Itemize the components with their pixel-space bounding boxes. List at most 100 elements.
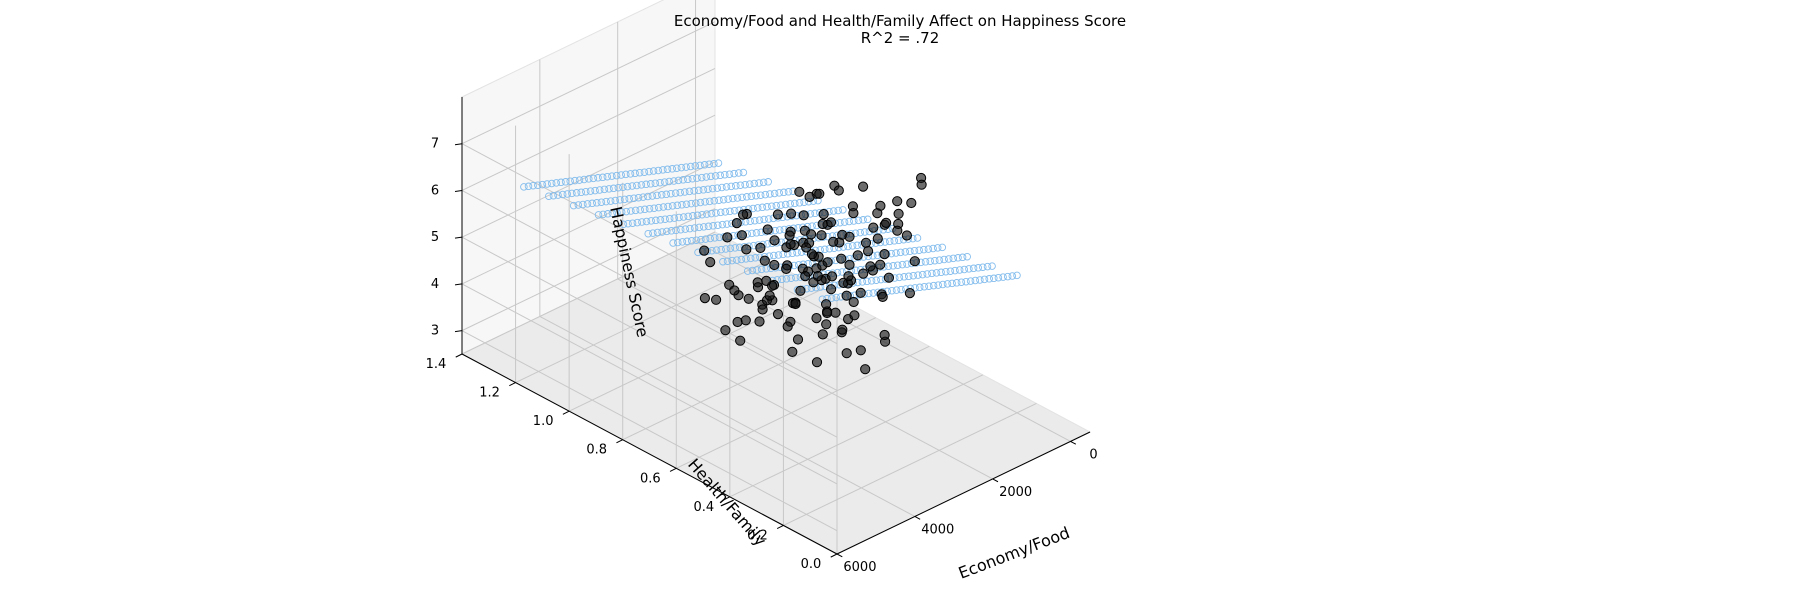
plane-marker [920, 282, 929, 291]
plane-marker [617, 171, 625, 179]
z-tick-label: 4 [431, 277, 439, 292]
plane-marker [958, 253, 967, 262]
plane-marker [933, 244, 942, 252]
plane-marker [637, 181, 646, 189]
plane-marker [705, 197, 714, 206]
data-point [893, 208, 904, 219]
plane-marker [840, 218, 849, 226]
plane-marker [538, 180, 547, 189]
plane-marker [751, 254, 760, 262]
plane-marker [784, 188, 793, 196]
plane-marker [624, 219, 632, 228]
plane-marker [654, 203, 663, 212]
plane-marker [910, 246, 919, 255]
plane-marker [606, 197, 615, 205]
data-point [699, 293, 711, 304]
plane-marker [681, 225, 690, 233]
data-point [858, 181, 869, 192]
data-point [806, 229, 817, 240]
plane-marker [892, 286, 901, 294]
data-point [772, 309, 784, 320]
plane-marker [928, 269, 936, 278]
plane-marker [549, 191, 558, 200]
data-point [872, 208, 883, 219]
data-point [855, 345, 866, 356]
plane-marker [682, 163, 690, 171]
plane-marker [665, 214, 674, 223]
plane-marker [764, 215, 773, 223]
data-point [909, 256, 920, 267]
data-point [916, 179, 927, 190]
plane-marker [712, 246, 721, 254]
plane-marker [656, 178, 664, 187]
plane-marker [900, 273, 908, 281]
z-tick-label: 3 [431, 324, 439, 339]
plane-marker [630, 194, 638, 202]
plane-marker [800, 198, 808, 206]
plane-marker [702, 173, 711, 181]
plane-marker [656, 216, 665, 224]
plane-marker [863, 277, 871, 286]
plane-marker [895, 236, 903, 245]
plane-marker [963, 252, 971, 261]
data-point [785, 239, 796, 250]
plane-marker [663, 165, 672, 174]
data-point [711, 294, 722, 305]
plane-marker [715, 196, 723, 204]
data-point [738, 209, 749, 220]
plane-marker [645, 204, 654, 213]
plane-marker [742, 255, 750, 263]
plane-marker [595, 186, 604, 194]
plane-marker [923, 270, 931, 278]
plane-marker [653, 228, 662, 237]
plane-marker [767, 202, 776, 210]
plane-marker [955, 266, 964, 274]
z-tick-label: 5 [431, 230, 439, 245]
plane-marker [580, 175, 588, 184]
plane-marker [839, 206, 847, 214]
plane-marker [759, 178, 768, 187]
plane-marker [569, 201, 578, 210]
data-point [795, 285, 806, 296]
plane-marker [942, 267, 950, 276]
data-point [816, 230, 827, 241]
plane-marker [694, 186, 703, 195]
plane-marker [723, 220, 731, 228]
data-point [844, 259, 855, 270]
plane-marker [733, 256, 741, 264]
plane-marker [552, 179, 561, 187]
plane-marker [766, 190, 774, 198]
z-tick-label: 6 [431, 183, 439, 198]
plane-marker [682, 200, 691, 208]
plane-marker [906, 247, 914, 256]
grid-line-z [461, 190, 838, 391]
plane-marker [710, 197, 719, 205]
plane-marker [1003, 272, 1012, 281]
plane-marker [597, 198, 606, 206]
plane-marker [627, 207, 635, 215]
plane-marker [701, 198, 709, 206]
plane-marker [711, 234, 719, 242]
plane-marker [976, 276, 984, 284]
plane-marker [653, 191, 661, 200]
plane-marker [853, 241, 861, 250]
x-tick-label: 2000 [999, 485, 1032, 500]
plane-marker [852, 266, 860, 275]
plane-marker [700, 161, 709, 169]
plane-marker [683, 237, 691, 246]
plane-marker [561, 178, 570, 186]
plane-marker [684, 175, 692, 184]
plane-marker [563, 190, 572, 198]
plane-marker [609, 184, 618, 193]
plane-marker [726, 244, 735, 253]
data-point [817, 218, 828, 230]
z-tick-mark [454, 330, 463, 333]
plane-marker [710, 159, 718, 168]
plane-marker [603, 172, 612, 181]
plane-marker [692, 199, 700, 207]
plane-marker [642, 217, 651, 226]
plane-marker [939, 280, 947, 289]
plane-marker [728, 256, 736, 265]
plane-marker [869, 289, 878, 297]
data-point [732, 316, 743, 328]
